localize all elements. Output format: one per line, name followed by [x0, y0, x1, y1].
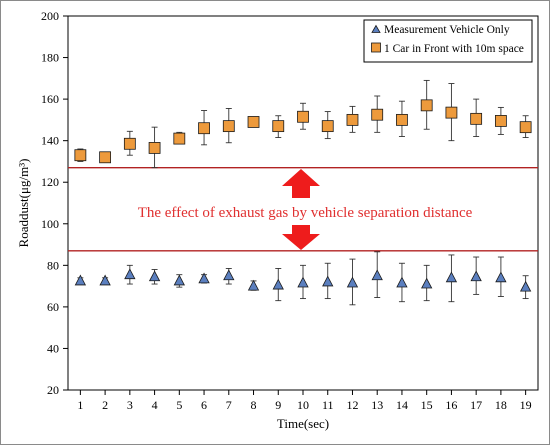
point-car-in-front — [148, 142, 161, 154]
point-measurement-vehicle — [173, 274, 185, 286]
y-tick-label: 20 — [47, 383, 59, 397]
x-tick-label: 10 — [297, 398, 309, 412]
point-measurement-vehicle — [396, 276, 408, 288]
y-tick-label: 140 — [41, 134, 59, 148]
point-measurement-vehicle — [322, 275, 334, 287]
point-measurement-vehicle — [198, 272, 210, 284]
point-car-in-front — [445, 106, 458, 119]
y-tick-label: 40 — [47, 341, 59, 355]
point-car-in-front — [123, 137, 136, 150]
point-car-in-front — [494, 115, 507, 127]
x-tick-label: 4 — [152, 398, 158, 412]
y-tick-label: 160 — [41, 92, 59, 106]
x-tick-label: 15 — [421, 398, 433, 412]
point-car-in-front — [396, 113, 408, 126]
reference-lines — [68, 167, 538, 252]
point-measurement-vehicle — [124, 268, 136, 280]
point-measurement-vehicle — [495, 271, 507, 283]
legend-square-icon — [371, 42, 381, 53]
legend-label-car-in-front: 1 Car in Front with 10m space — [384, 43, 524, 55]
point-car-in-front — [371, 108, 384, 121]
point-car-in-front — [346, 113, 359, 126]
point-measurement-vehicle — [346, 276, 359, 288]
x-tick-label: 2 — [102, 398, 108, 412]
x-tick-label: 18 — [495, 398, 507, 412]
x-tick-label: 16 — [445, 398, 457, 412]
point-car-in-front — [222, 120, 235, 133]
legend-label-measurement-vehicle: Measurement Vehicle Only — [384, 24, 510, 36]
point-car-in-front — [173, 132, 186, 145]
x-tick-label: 1 — [77, 398, 83, 412]
down-arrow-icon — [282, 225, 320, 250]
point-car-in-front — [519, 121, 532, 134]
legend-triangle-icon — [371, 24, 381, 33]
x-tick-label: 7 — [226, 398, 232, 412]
x-tick-label: 12 — [346, 398, 358, 412]
annotation-text: The effect of exhaust gas by vehicle sep… — [138, 205, 473, 221]
y-tick-label: 100 — [41, 217, 59, 231]
point-car-in-front — [470, 112, 483, 125]
x-tick-label: 6 — [201, 398, 207, 412]
x-tick-label: 11 — [322, 398, 334, 412]
point-car-in-front — [420, 99, 433, 112]
point-measurement-vehicle — [421, 277, 433, 289]
x-tick-label: 5 — [176, 398, 182, 412]
point-measurement-vehicle — [99, 274, 111, 286]
point-car-in-front — [272, 120, 285, 133]
y-tick-label: 200 — [41, 9, 59, 23]
y-tick-label: 120 — [41, 175, 59, 189]
point-car-in-front — [321, 120, 334, 133]
x-tick-label: 3 — [127, 398, 133, 412]
up-arrow-icon — [282, 169, 320, 198]
point-car-in-front — [297, 110, 309, 123]
point-car-in-front — [247, 116, 260, 128]
plot-area — [67, 15, 539, 391]
x-tick-label: 19 — [520, 398, 532, 412]
point-car-in-front — [198, 122, 210, 135]
y-axis-title: Roaddust(μg/m³) — [16, 159, 31, 248]
x-tick-label: 13 — [371, 398, 383, 412]
point-measurement-vehicle — [470, 270, 482, 282]
y-tick-label: 60 — [47, 300, 59, 314]
x-tick-label: 17 — [470, 398, 482, 412]
point-measurement-vehicle — [272, 278, 284, 290]
data-markers — [74, 99, 532, 292]
point-measurement-vehicle — [148, 270, 161, 282]
point-measurement-vehicle — [223, 269, 235, 281]
y-tick-label: 180 — [41, 51, 59, 65]
x-tick-label: 9 — [275, 398, 281, 412]
y-tick-label: 80 — [47, 258, 59, 272]
point-measurement-vehicle — [519, 280, 532, 292]
point-measurement-vehicle — [297, 276, 309, 288]
x-tick-label: 14 — [396, 398, 408, 412]
x-tick-label: 8 — [251, 398, 257, 412]
annotation: The effect of exhaust gas by vehicle sep… — [138, 169, 473, 250]
x-axis-title: Time(sec) — [277, 416, 329, 431]
point-measurement-vehicle — [247, 279, 260, 291]
legend: Measurement Vehicle Only 1 Car in Front w… — [363, 19, 533, 63]
point-car-in-front — [74, 149, 87, 162]
plot-border — [67, 15, 539, 391]
point-car-in-front — [99, 151, 112, 164]
point-measurement-vehicle — [74, 274, 87, 286]
legend-box — [363, 19, 533, 63]
point-measurement-vehicle — [371, 269, 383, 281]
point-measurement-vehicle — [445, 271, 458, 283]
